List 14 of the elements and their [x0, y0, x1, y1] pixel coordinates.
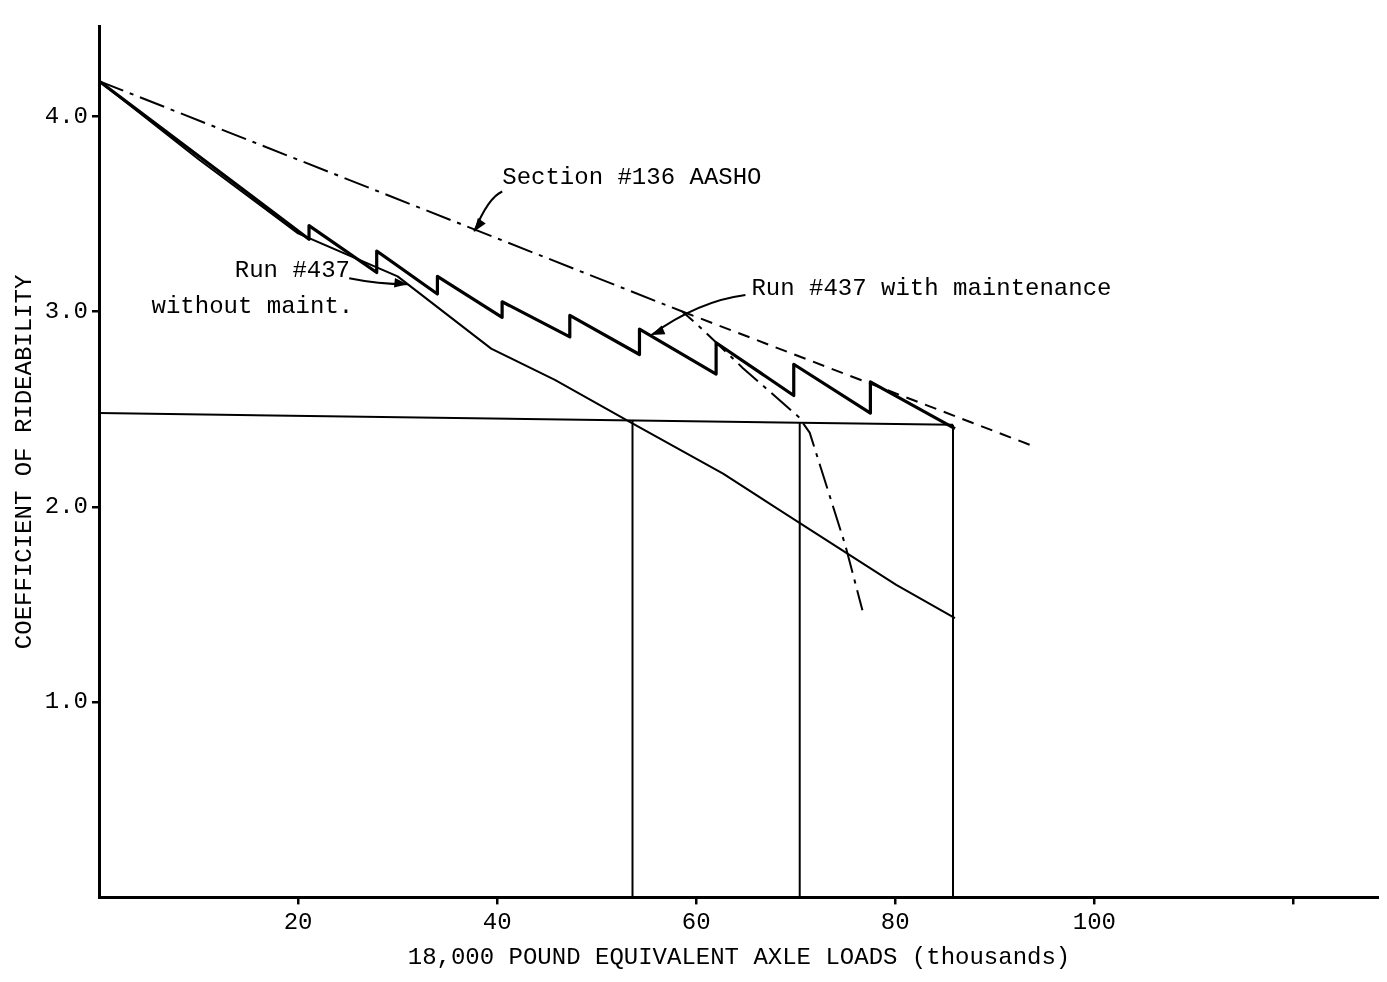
y-tick-label: 3.0 — [44, 297, 89, 325]
y-tick-label: 2.0 — [44, 493, 89, 521]
annotation: Section #136 AASHO — [502, 163, 762, 191]
x-tick-label: 100 — [1072, 909, 1116, 937]
x-tick-label: 80 — [880, 909, 910, 937]
x-tick-label: 60 — [681, 909, 711, 937]
x-tick-label: 20 — [283, 909, 313, 937]
annotation: Run #437 without maint. — [151, 256, 354, 320]
x-tick-label: 40 — [482, 909, 512, 937]
y-tick-label: 1.0 — [44, 688, 89, 716]
y-tick-label: 4.0 — [44, 102, 89, 130]
x-axis-title: 18,000 POUND EQUIVALENT AXLE LOADS (thousands) — [407, 943, 1071, 971]
y-axis-title: COEFFICIENT OF RIDEABILITY — [10, 274, 38, 650]
annotation: Run #437 with maintenance — [751, 275, 1112, 303]
